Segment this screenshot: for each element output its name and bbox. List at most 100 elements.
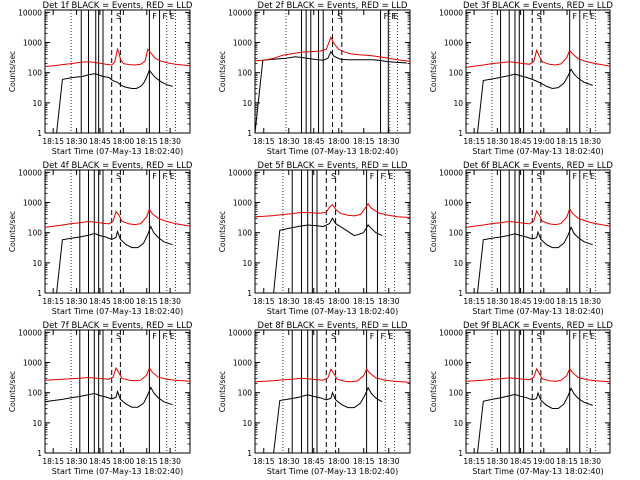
- x-tick-label: 18:30: [487, 297, 509, 306]
- x-tick-label: 18:45: [89, 297, 111, 306]
- x-tick-label: 18:15: [353, 457, 375, 466]
- y-axis-label: Counts/sec: [8, 211, 17, 252]
- series-lld: [255, 368, 410, 383]
- x-tick-label: 18:30: [579, 457, 601, 466]
- axes-frame: [254, 169, 411, 294]
- y-tick-label: 1000: [23, 39, 42, 48]
- y-tick-label: 1000: [23, 199, 42, 208]
- panel-title: Det 9f BLACK = Events, RED = LLD: [463, 321, 613, 331]
- x-tick-label: 18:15: [353, 297, 375, 306]
- y-tick-label: 1: [458, 289, 463, 298]
- x-tick-label: 18:45: [303, 457, 325, 466]
- y-tick-label: 10: [32, 259, 42, 268]
- marker-letter: F: [384, 12, 389, 21]
- x-tick-label: 18:15: [42, 137, 64, 146]
- y-tick-label: 1: [458, 129, 463, 138]
- x-tick-label: 18:00: [113, 457, 135, 466]
- x-tick-label: 18:45: [303, 297, 325, 306]
- y-tick-label: 1: [247, 129, 252, 138]
- marker-letter: S: [331, 332, 336, 341]
- x-tick-label: 18:45: [89, 137, 111, 146]
- panel-det-6: Det 6f BLACK = Events, RED = LLD 1 10 100 10…: [429, 161, 613, 316]
- y-tick-label: 10: [242, 259, 252, 268]
- series-events: [477, 387, 593, 453]
- y-tick-label: 100: [449, 69, 464, 78]
- x-tick-label: 18:15: [136, 137, 158, 146]
- marker-letter: S: [331, 172, 336, 181]
- marker-lines: [491, 170, 596, 293]
- x-axis-label: Start Time (07-May-13 18:02:40): [267, 467, 398, 476]
- x-tick-label: 18:15: [42, 297, 64, 306]
- marker-lines: [70, 330, 176, 453]
- axes-frame: [254, 329, 411, 454]
- y-tick-label: 10000: [228, 328, 252, 337]
- x-tick-label: 18:45: [510, 137, 532, 146]
- x-tick-label: 18:30: [278, 137, 300, 146]
- series-lld: [255, 203, 410, 218]
- x-tick-label: 18:30: [579, 297, 601, 306]
- marker-lines: [491, 10, 596, 133]
- x-tick-label: 18:30: [159, 297, 181, 306]
- y-tick-label: 10000: [439, 328, 463, 337]
- y-tick-label: 10000: [18, 168, 42, 177]
- y-tick-label: 10000: [18, 328, 42, 337]
- x-tick-label: 18:15: [136, 297, 158, 306]
- y-tick-label: 10000: [439, 168, 463, 177]
- panel-title: Det 6f BLACK = Events, RED = LLD: [463, 161, 613, 171]
- marker-letter: S: [116, 172, 121, 181]
- marker-letter: E: [590, 172, 595, 181]
- marker-letter: S: [116, 12, 121, 21]
- y-axis-label: Counts/sec: [429, 211, 438, 252]
- marker-lines: [282, 170, 395, 293]
- series-events: [56, 69, 173, 133]
- x-tick-label: 18:00: [328, 457, 350, 466]
- series-lld: [45, 208, 190, 228]
- x-tick-label: 18:00: [113, 297, 135, 306]
- x-tick-label: 18:30: [378, 457, 400, 466]
- axes-frame: [465, 9, 611, 134]
- series-events: [45, 386, 173, 408]
- marker-letter: F: [370, 332, 375, 341]
- marker-letter: F: [583, 172, 588, 181]
- marker-letter: F: [381, 332, 386, 341]
- series-events: [255, 50, 407, 133]
- y-axis-label: Counts/sec: [429, 51, 438, 92]
- x-tick-label: 18:15: [253, 297, 275, 306]
- x-tick-label: 19:00: [533, 137, 555, 146]
- y-tick-label: 10: [453, 99, 463, 108]
- y-tick-label: 10: [453, 419, 463, 428]
- x-tick-label: 18:15: [463, 457, 485, 466]
- axes-frame: [44, 9, 191, 134]
- x-tick-label: 18:30: [159, 457, 181, 466]
- series-lld: [466, 207, 610, 228]
- y-tick-label: 10: [32, 419, 42, 428]
- y-axis-label: Counts/sec: [218, 51, 227, 92]
- y-tick-label: 100: [28, 69, 43, 78]
- y-tick-label: 10: [32, 99, 42, 108]
- panel-det-1: Det 1f BLACK = Events, RED = LLD 1 10 100 10…: [8, 1, 193, 156]
- marker-letter: F: [162, 172, 167, 181]
- x-axis-label: Start Time (07-May-13 18:02:40): [472, 147, 603, 156]
- y-tick-label: 1: [37, 129, 42, 138]
- x-tick-label: 18:30: [487, 137, 509, 146]
- marker-letter: F: [152, 332, 157, 341]
- panel-title: Det 2f BLACK = Events, RED = LLD: [258, 1, 408, 11]
- marker-letter: S: [116, 332, 121, 341]
- panel-det-5: Det 5f BLACK = Events, RED = LLD 1 10 100 10…: [218, 161, 411, 316]
- marker-letter: F: [152, 12, 157, 21]
- marker-letter: F: [583, 12, 588, 21]
- y-axis-label: Counts/sec: [8, 371, 17, 412]
- panel-det-9: Det 9f BLACK = Events, RED = LLD 1 10 100 10…: [429, 321, 613, 476]
- x-tick-label: 18:15: [353, 137, 375, 146]
- y-axis-label: Counts/sec: [429, 371, 438, 412]
- panel-det-8: Det 8f BLACK = Events, RED = LLD 1 10 100 10…: [218, 321, 411, 476]
- y-tick-label: 100: [238, 229, 253, 238]
- y-tick-label: 100: [449, 389, 464, 398]
- marker-letter: S: [537, 172, 542, 181]
- y-tick-label: 1000: [233, 359, 252, 368]
- y-tick-label: 1000: [444, 199, 463, 208]
- x-axis-label: Start Time (07-May-13 18:02:40): [52, 147, 183, 156]
- x-tick-label: 18:45: [89, 457, 111, 466]
- marker-letter: E: [590, 332, 595, 341]
- marker-lines: [70, 10, 176, 133]
